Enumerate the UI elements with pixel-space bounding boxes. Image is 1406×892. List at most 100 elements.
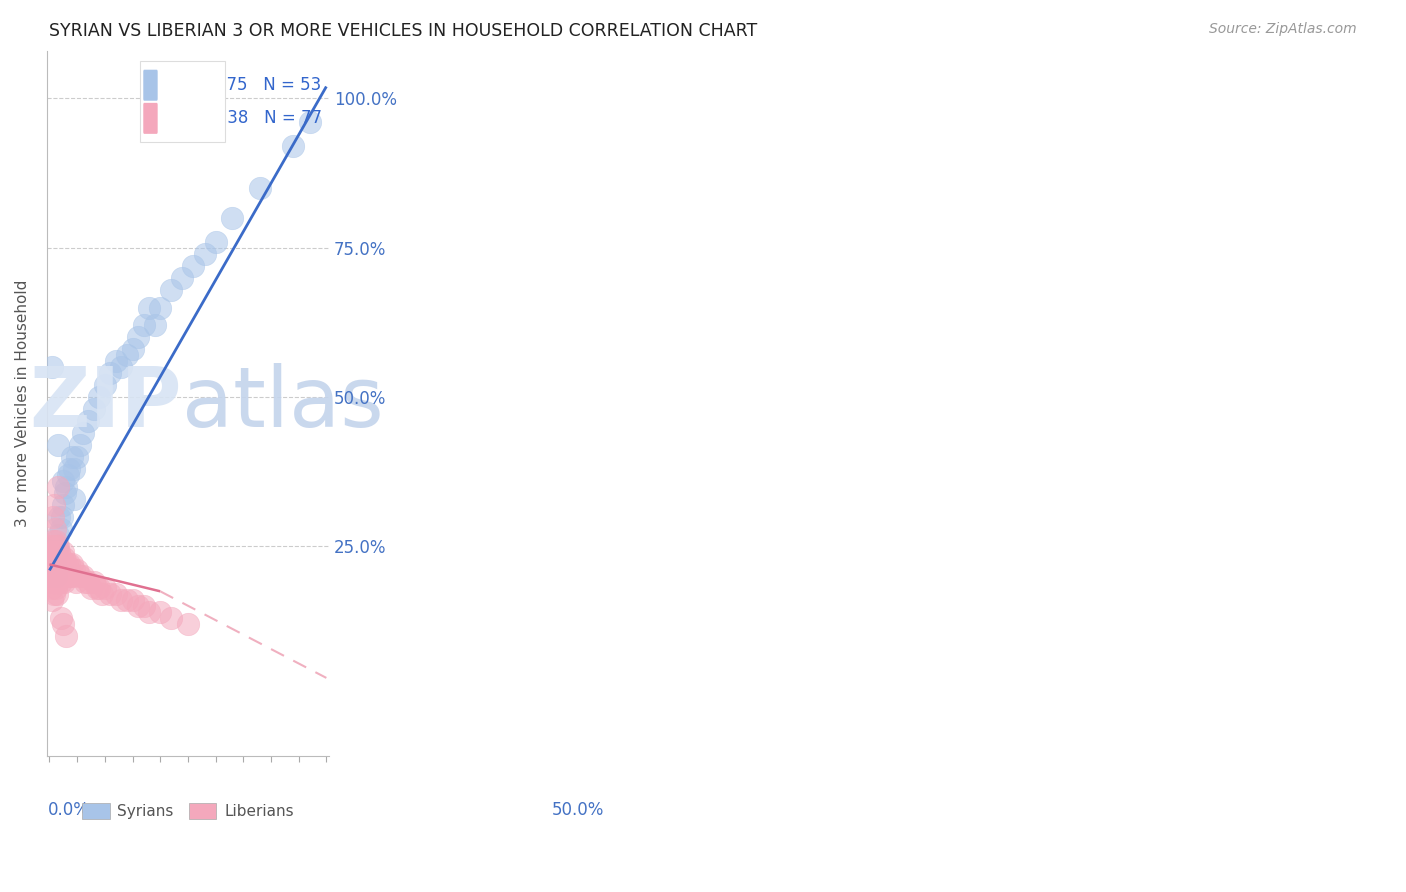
Point bbox=[62, 569, 84, 583]
Point bbox=[46, 551, 69, 566]
Point bbox=[46, 480, 69, 494]
Point bbox=[104, 354, 127, 368]
Point bbox=[298, 115, 321, 129]
Point bbox=[143, 318, 166, 333]
Point bbox=[39, 558, 62, 572]
Point bbox=[53, 485, 76, 500]
Point bbox=[39, 569, 62, 583]
Text: atlas: atlas bbox=[183, 363, 384, 443]
Point bbox=[52, 474, 75, 488]
Point bbox=[55, 480, 77, 494]
Point bbox=[149, 605, 172, 619]
Text: R = -0.138   N = 77: R = -0.138 N = 77 bbox=[159, 110, 322, 128]
Point bbox=[63, 462, 86, 476]
Point bbox=[132, 318, 155, 333]
Point bbox=[42, 563, 65, 577]
Point bbox=[127, 330, 149, 344]
Point bbox=[46, 438, 69, 452]
Point bbox=[59, 569, 82, 583]
Point bbox=[53, 558, 76, 572]
Point bbox=[110, 360, 132, 375]
Point bbox=[45, 533, 67, 548]
Point bbox=[45, 545, 67, 559]
Point bbox=[44, 551, 66, 566]
Text: 0.0%: 0.0% bbox=[48, 801, 90, 820]
Point bbox=[83, 402, 105, 417]
Point bbox=[44, 569, 66, 583]
Point bbox=[63, 563, 86, 577]
Point bbox=[60, 558, 83, 572]
FancyBboxPatch shape bbox=[139, 62, 225, 143]
Point bbox=[42, 545, 65, 559]
Point bbox=[121, 343, 143, 357]
Point bbox=[77, 414, 100, 428]
Point bbox=[45, 587, 67, 601]
Point bbox=[49, 611, 72, 625]
Point bbox=[52, 498, 75, 512]
Point bbox=[104, 587, 127, 601]
Point bbox=[44, 558, 66, 572]
Point bbox=[58, 569, 80, 583]
Point bbox=[160, 611, 183, 625]
Point bbox=[91, 587, 114, 601]
Point bbox=[42, 558, 65, 572]
Point bbox=[51, 558, 73, 572]
Point bbox=[86, 582, 108, 596]
Point bbox=[127, 599, 149, 614]
Point bbox=[41, 551, 63, 566]
FancyBboxPatch shape bbox=[143, 103, 157, 134]
Point bbox=[44, 551, 66, 566]
Text: 50.0%: 50.0% bbox=[553, 801, 605, 820]
Point bbox=[138, 301, 160, 315]
Point bbox=[44, 540, 66, 554]
Point bbox=[46, 540, 69, 554]
Point bbox=[42, 545, 65, 559]
Point bbox=[46, 558, 69, 572]
Point bbox=[49, 522, 72, 536]
Point bbox=[69, 569, 91, 583]
Point bbox=[72, 425, 94, 440]
Point bbox=[52, 617, 75, 632]
Point bbox=[60, 450, 83, 464]
Point bbox=[41, 545, 63, 559]
Point bbox=[77, 575, 100, 590]
Point bbox=[55, 629, 77, 643]
Point bbox=[42, 533, 65, 548]
Point bbox=[48, 545, 70, 559]
Point bbox=[56, 558, 79, 572]
Point bbox=[55, 569, 77, 583]
Point bbox=[72, 569, 94, 583]
Point bbox=[98, 587, 121, 601]
Point bbox=[115, 348, 138, 362]
Point bbox=[49, 551, 72, 566]
Text: ZIP: ZIP bbox=[30, 363, 183, 443]
Point bbox=[56, 467, 79, 482]
Point bbox=[44, 582, 66, 596]
Point bbox=[42, 563, 65, 577]
Point bbox=[41, 582, 63, 596]
Point bbox=[53, 575, 76, 590]
Point bbox=[41, 360, 63, 375]
Point bbox=[42, 575, 65, 590]
Point bbox=[44, 575, 66, 590]
Point bbox=[39, 563, 62, 577]
Point bbox=[98, 366, 121, 380]
Point bbox=[39, 558, 62, 572]
Point bbox=[138, 605, 160, 619]
Text: Source: ZipAtlas.com: Source: ZipAtlas.com bbox=[1209, 22, 1357, 37]
Text: R =  0.775   N = 53: R = 0.775 N = 53 bbox=[159, 76, 322, 95]
Point bbox=[46, 527, 69, 541]
Point bbox=[42, 509, 65, 524]
Point bbox=[281, 139, 304, 153]
Point bbox=[193, 247, 215, 261]
Point bbox=[46, 575, 69, 590]
Point bbox=[83, 575, 105, 590]
Point bbox=[52, 551, 75, 566]
Point bbox=[63, 491, 86, 506]
Point bbox=[69, 438, 91, 452]
Point bbox=[41, 593, 63, 607]
Point bbox=[42, 498, 65, 512]
Legend: Syrians, Liberians: Syrians, Liberians bbox=[76, 797, 299, 825]
Text: SYRIAN VS LIBERIAN 3 OR MORE VEHICLES IN HOUSEHOLD CORRELATION CHART: SYRIAN VS LIBERIAN 3 OR MORE VEHICLES IN… bbox=[49, 22, 758, 40]
Point bbox=[46, 569, 69, 583]
